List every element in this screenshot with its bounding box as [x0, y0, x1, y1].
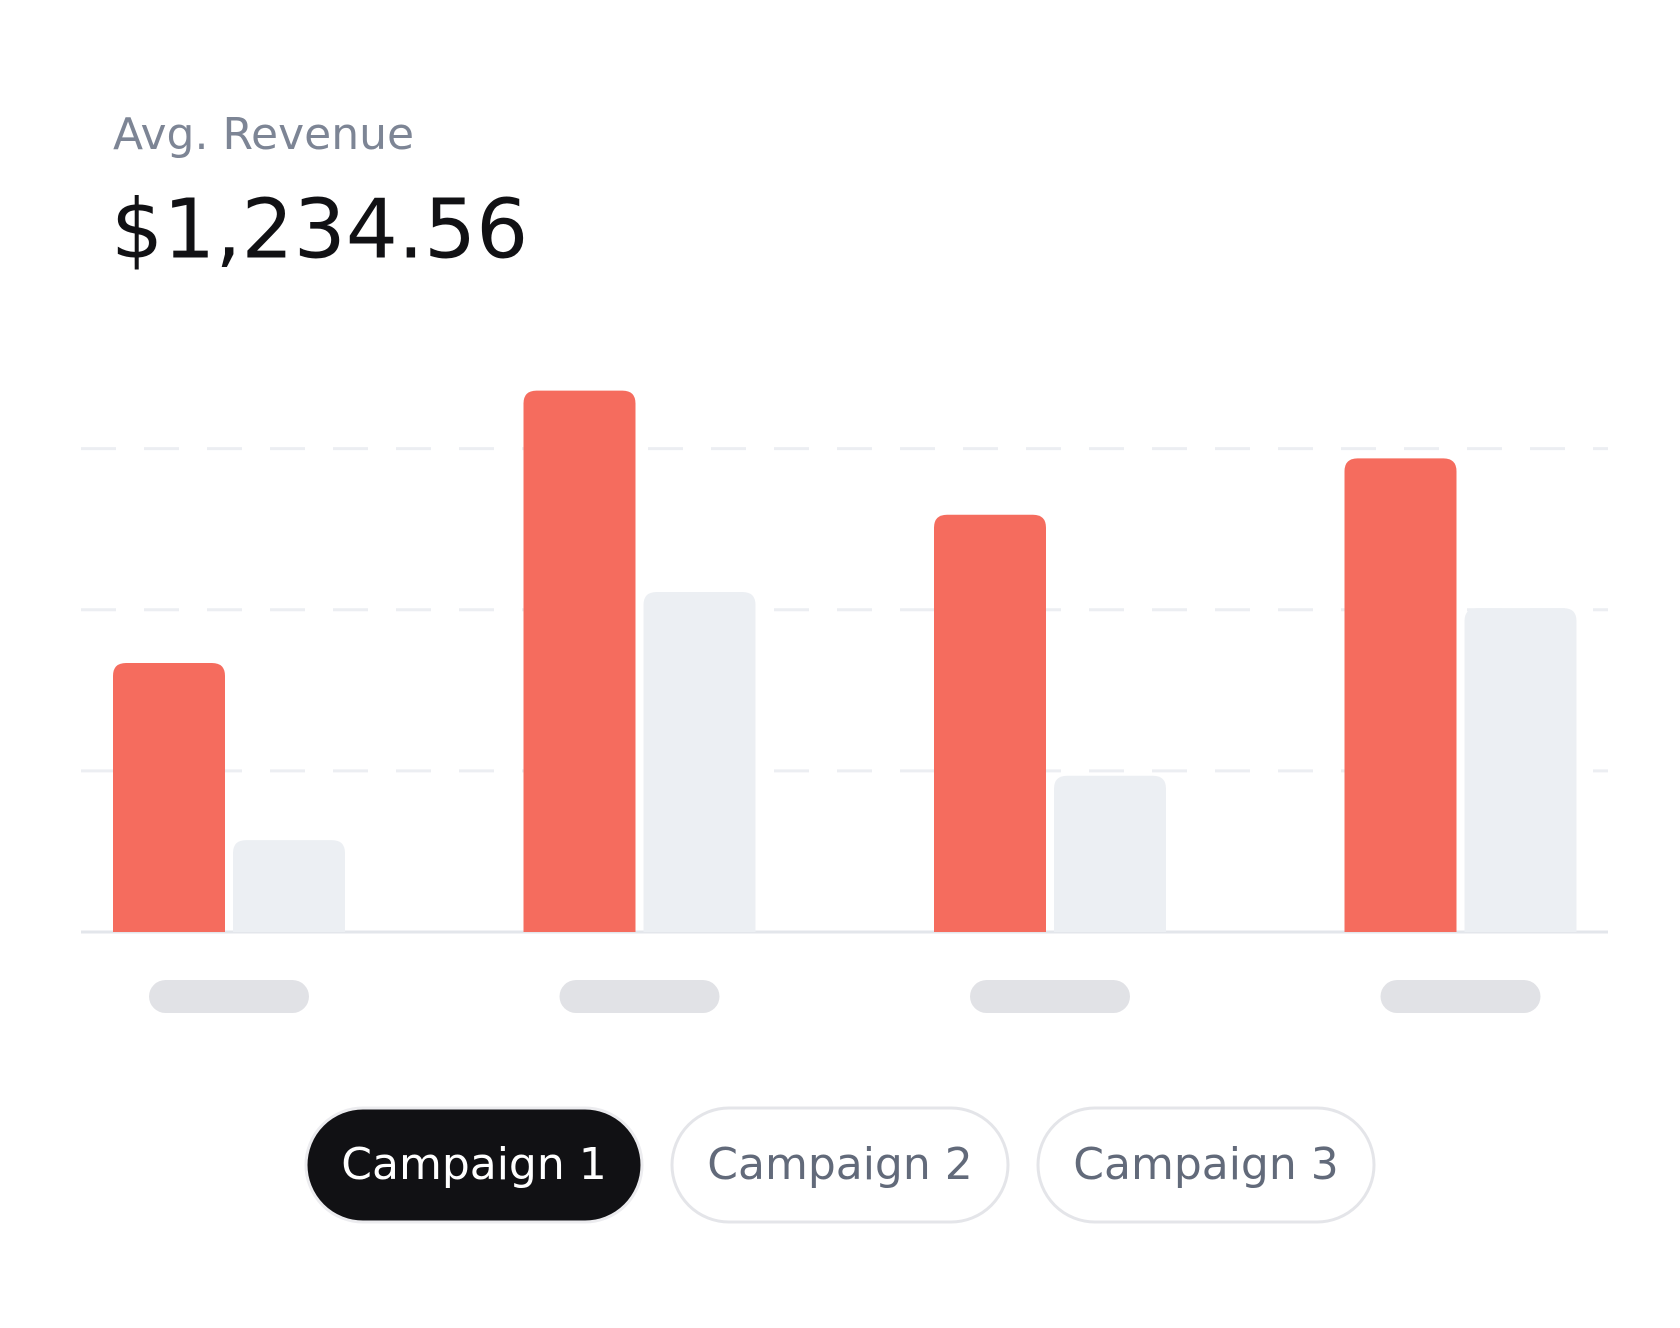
- x-label-placeholder: [970, 980, 1130, 1013]
- x-label-placeholder: [559, 980, 720, 1013]
- bar: [523, 390, 636, 933]
- metric-value: $1,234.56: [111, 182, 528, 277]
- bar: [1054, 775, 1166, 932]
- tab-button[interactable]: [670, 1106, 1010, 1224]
- tab-label[interactable]: Campaign 1: [341, 1139, 606, 1190]
- bar: [1464, 608, 1577, 932]
- x-label-placeholder: [1380, 980, 1541, 1013]
- tab-label[interactable]: Campaign 3: [1073, 1139, 1338, 1190]
- bar: [113, 662, 225, 932]
- tab-button[interactable]: [304, 1106, 644, 1224]
- tab-button[interactable]: [1036, 1106, 1376, 1224]
- x-label-placeholder: [149, 980, 309, 1013]
- bar: [643, 592, 756, 932]
- bar: [1344, 458, 1457, 932]
- bar: [233, 840, 345, 932]
- metric-label: Avg. Revenue: [113, 109, 414, 160]
- tab-label[interactable]: Campaign 2: [707, 1139, 972, 1190]
- bar: [934, 514, 1046, 932]
